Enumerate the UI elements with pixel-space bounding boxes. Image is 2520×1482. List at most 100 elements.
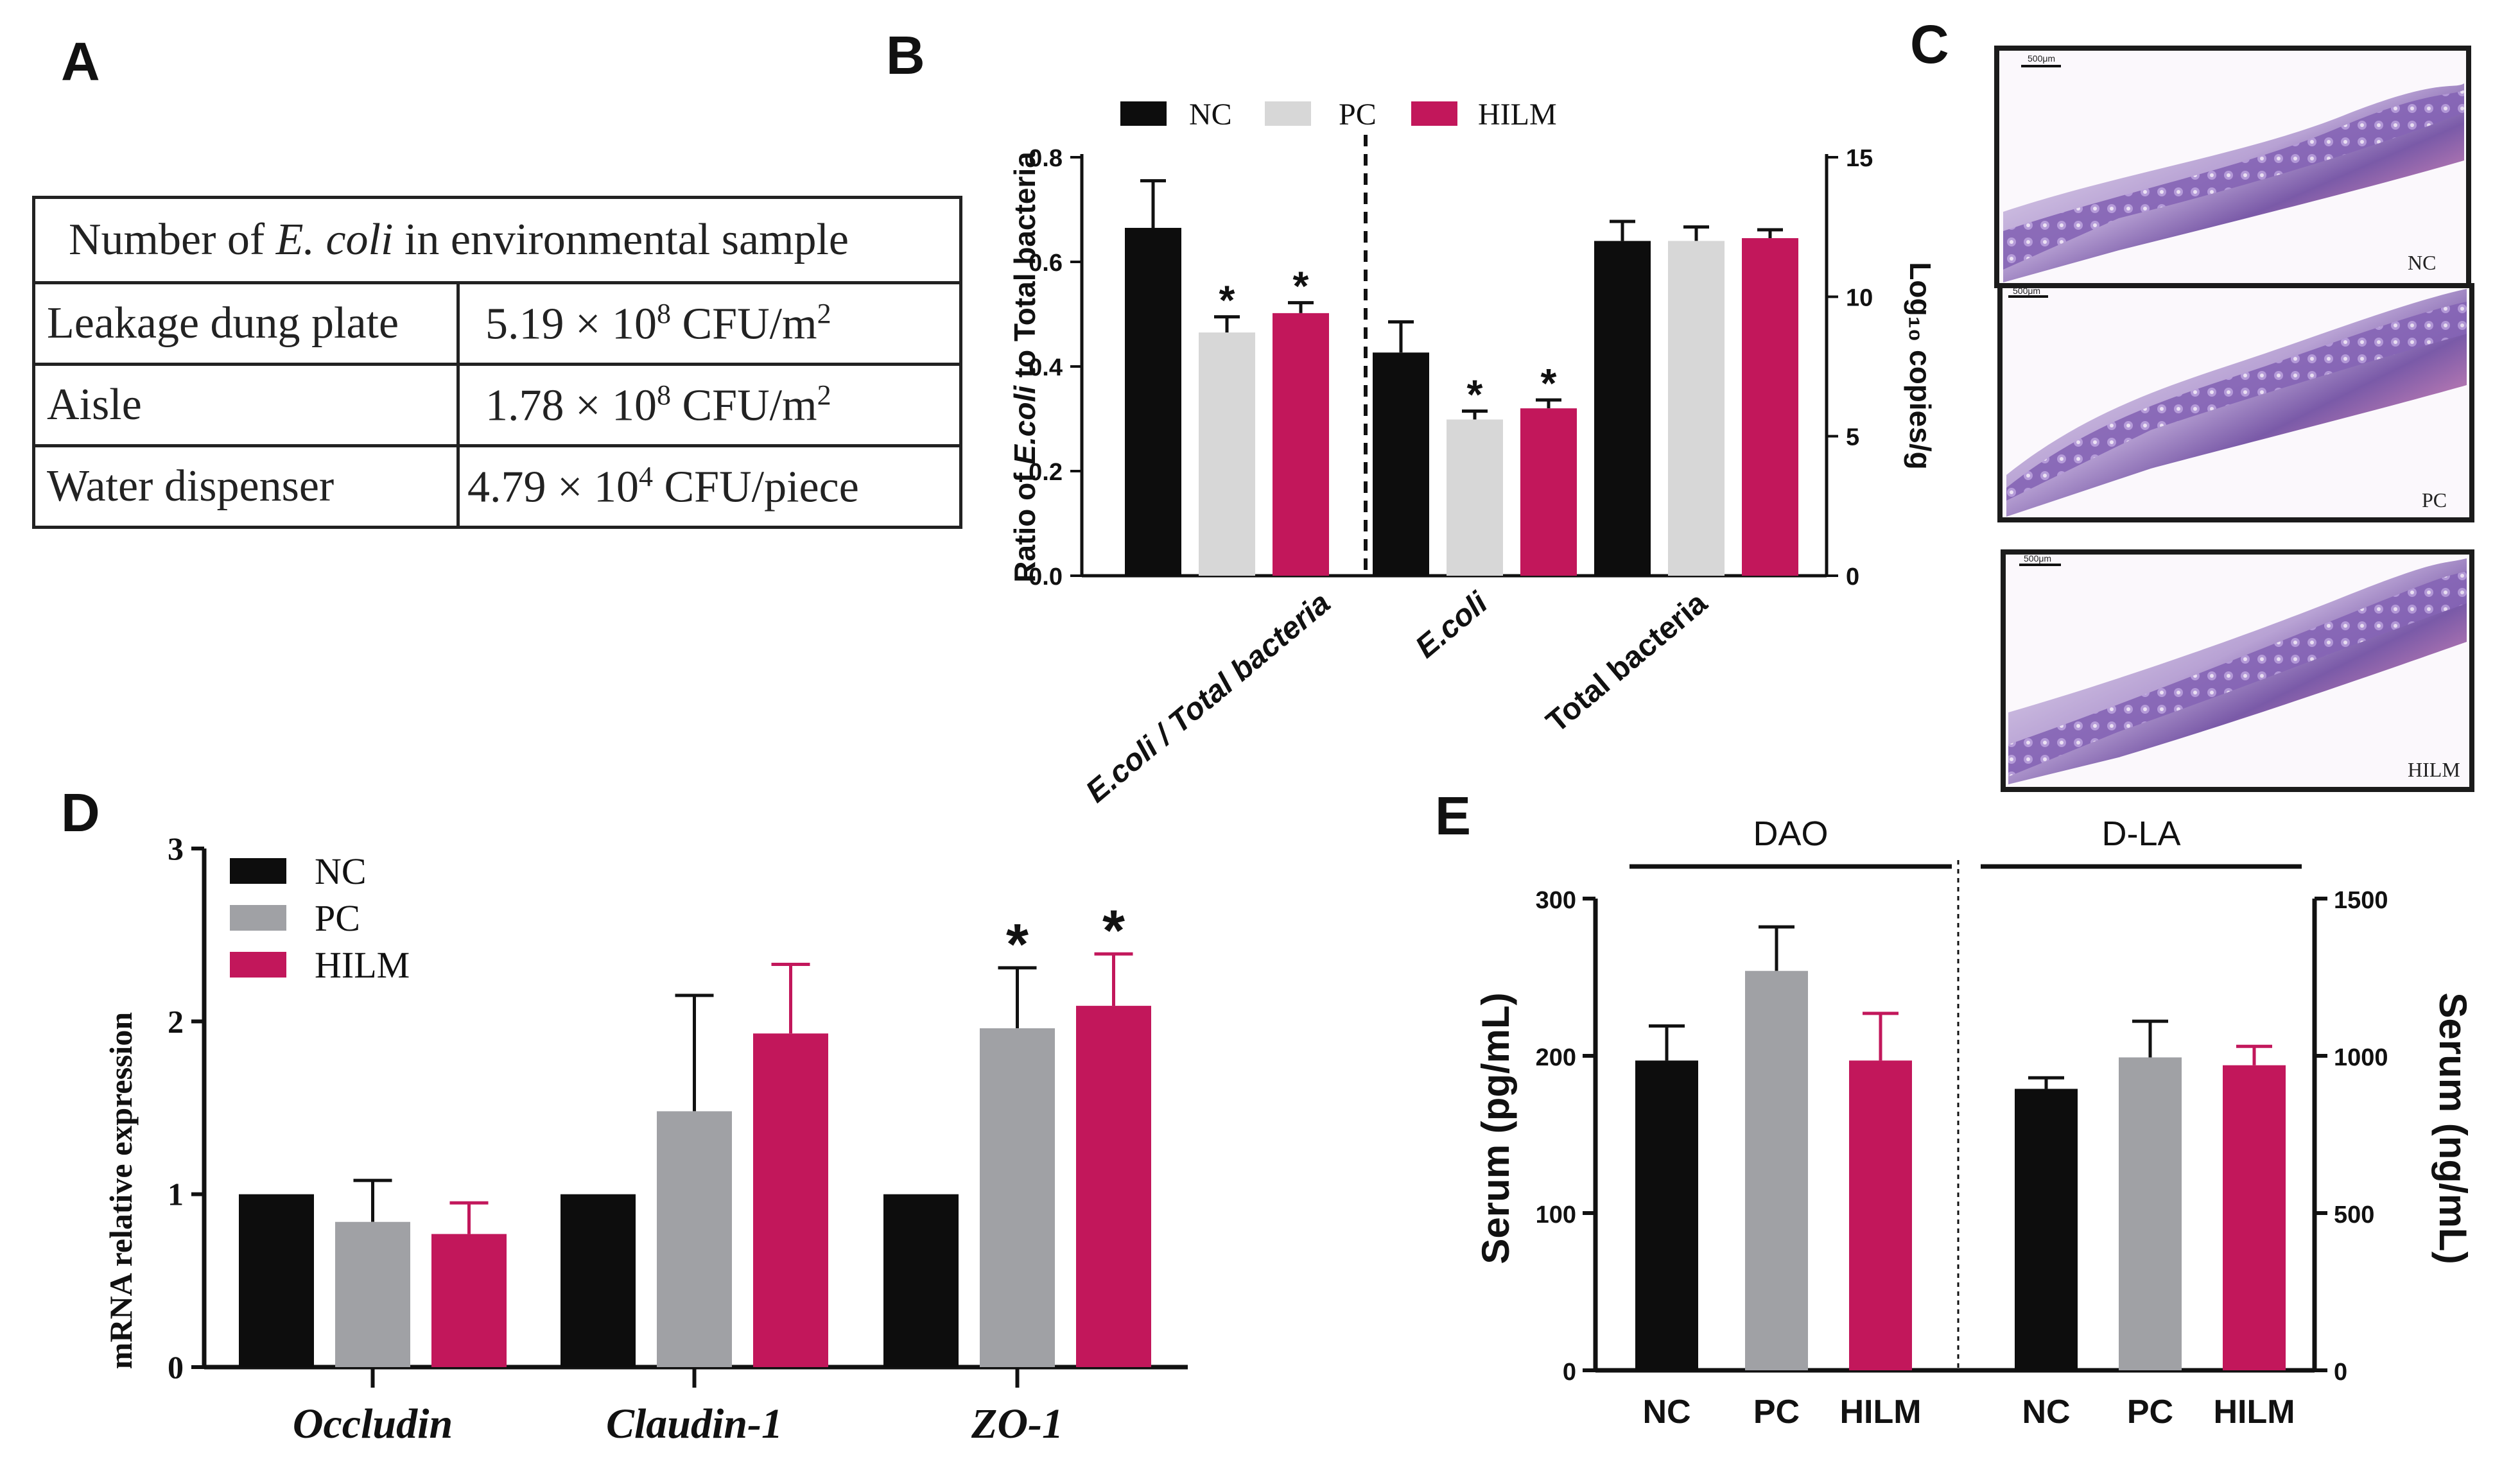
micrograph-hilm: 500μm HILM	[2001, 549, 2474, 792]
y-tick-label-right: 0	[2334, 1359, 2347, 1386]
legend-label-nc: NC	[315, 850, 367, 892]
y-tick-label-left: 0.2	[1029, 459, 1063, 486]
table-cell-site: Aisle	[32, 363, 460, 447]
y-tick-label-left: 0.0	[1029, 564, 1063, 590]
bar-hilm	[1273, 313, 1329, 576]
bar-hilm	[1076, 1006, 1151, 1367]
legend-label-pc: PC	[1339, 98, 1377, 132]
chart-b: NC PC HILM Ratio of E.coli to Total bact…	[1008, 98, 1937, 809]
y-tick-label-left: 200	[1536, 1044, 1576, 1071]
ecoli-environment-table: Number of E. coli in environmental sampl…	[32, 196, 962, 529]
legend-label-hilm: HILM	[315, 944, 410, 986]
significance-star: *	[1219, 277, 1235, 323]
significance-star: *	[1467, 372, 1483, 418]
bar-hilm	[2223, 1065, 2286, 1370]
category-label-d: Claudin-1	[606, 1400, 783, 1447]
y-axis-label-left-e: Serum (pg/mL)	[1474, 992, 1517, 1264]
panel-label-e: E	[1435, 786, 1471, 846]
category-label-d: Occludin	[293, 1400, 453, 1447]
bar-nc	[2015, 1089, 2078, 1370]
table-header-row: Number of E. coli in environmental sampl…	[32, 196, 962, 284]
significance-star: *	[1006, 913, 1029, 977]
chart-e: Serum (pg/mL) Serum (ng/mL) 0 100 200 300 0 5…	[1474, 814, 2474, 1431]
micrograph-nc: 500μm NC	[1994, 46, 2471, 288]
scale-bar-pc: 500μm	[2013, 286, 2040, 296]
bar-pc	[2119, 1057, 2182, 1370]
y-tick-label-left: 0.8	[1029, 145, 1063, 172]
significance-star: *	[1293, 263, 1309, 309]
category-label-e: NC	[1642, 1393, 1690, 1431]
bar-pc	[1199, 332, 1255, 576]
panel-label-a: A	[61, 31, 100, 92]
legend-label-hilm: HILM	[1478, 98, 1557, 132]
legend-b: NC PC HILM	[1120, 98, 1557, 132]
bar-pc	[1668, 241, 1725, 576]
legend-swatch-hilm	[230, 952, 286, 978]
category-label-b-total: Total bacteria	[1540, 586, 1714, 739]
section-title: DAO	[1753, 814, 1828, 853]
legend-swatch-pc	[1265, 101, 1311, 126]
y-tick-label: 2	[168, 1003, 184, 1039]
y-tick-label-left: 100	[1536, 1202, 1576, 1228]
bar-pc	[1447, 419, 1503, 576]
bar-nc	[1125, 228, 1181, 576]
section-title: D-LA	[2101, 814, 2180, 853]
bar-nc	[883, 1194, 959, 1367]
legend-swatch-pc	[230, 905, 286, 931]
y-axis-label-left-b: Ratio of E.coli to Total bacteria	[1008, 151, 1041, 583]
table-row: Leakage dung plate 5.19 × 108 CFU/m2	[32, 281, 962, 366]
category-label-b-ratio: E.coli / Total bacteria	[1080, 586, 1337, 809]
table-header: Number of E. coli in environmental sampl…	[32, 196, 962, 284]
table-cell-site: Water dispenser	[32, 444, 460, 529]
category-label-e: HILM	[1839, 1393, 1921, 1431]
micrograph-pc: 500μm PC	[1997, 283, 2474, 522]
y-tick-label-left: 0	[1563, 1359, 1576, 1386]
bar-nc	[1594, 241, 1651, 576]
category-label-e: NC	[2022, 1393, 2070, 1431]
category-label-b-ecoli: E.coli	[1409, 585, 1495, 665]
bar-nc	[1373, 352, 1429, 576]
table-row: Aisle 1.78 × 108 CFU/m2	[32, 363, 962, 447]
category-label-e: HILM	[2213, 1393, 2295, 1431]
y-tick-label: 0	[168, 1349, 184, 1385]
significance-star: *	[1102, 899, 1125, 963]
scale-bar-hilm: 500μm	[2024, 553, 2051, 564]
category-label-d: ZO-1	[971, 1400, 1063, 1447]
chart-d: NC PC HILM mRNA relative expression 0 1 2 3…	[103, 831, 1188, 1447]
y-tick-label-left: 300	[1536, 887, 1576, 914]
y-axis-label-right-b: Log₁₀ copies/g	[1904, 262, 1937, 469]
table-cell-site: Leakage dung plate	[32, 281, 460, 366]
significance-star: *	[1541, 360, 1557, 406]
legend-swatch-nc	[1120, 101, 1167, 126]
y-tick-label-right: 500	[2334, 1202, 2374, 1228]
y-tick-label-right: 0	[1846, 564, 1859, 590]
bar-pc	[335, 1221, 410, 1367]
bar-hilm	[1849, 1060, 1912, 1370]
table-cell-count: 5.19 × 108 CFU/m2	[456, 281, 962, 366]
legend-d: NC PC HILM	[230, 850, 410, 986]
category-label-e: PC	[1753, 1393, 1800, 1431]
y-tick-label-right: 15	[1846, 145, 1873, 172]
panel-label-b: B	[886, 25, 925, 85]
legend-label-pc: PC	[315, 897, 360, 939]
category-label-e: PC	[2127, 1393, 2173, 1431]
bar-pc	[1745, 970, 1808, 1370]
legend-swatch-hilm	[1411, 101, 1457, 126]
y-tick-label-right: 1000	[2334, 1044, 2388, 1071]
table-cell-count: 4.79 × 104 CFU/piece	[456, 444, 962, 529]
y-axis-label-right-e: Serum (ng/mL)	[2431, 992, 2474, 1264]
panel-label-d: D	[61, 782, 100, 843]
y-axis-label-d: mRNA relative expression	[103, 1012, 139, 1370]
panel-label-c: C	[1910, 14, 1949, 74]
bar-nc	[560, 1194, 636, 1367]
micrograph-label-nc: NC	[2408, 251, 2436, 274]
table-cell-count: 1.78 × 108 CFU/m2	[456, 363, 962, 447]
y-tick-label-right: 5	[1846, 424, 1859, 451]
legend-label-nc: NC	[1189, 98, 1232, 132]
y-tick-label: 1	[168, 1176, 184, 1212]
y-tick-label-left: 0.4	[1029, 354, 1063, 381]
scale-bar-nc: 500μm	[2028, 53, 2055, 64]
micrograph-label-pc: PC	[2422, 488, 2447, 512]
bar-hilm	[1520, 408, 1577, 576]
